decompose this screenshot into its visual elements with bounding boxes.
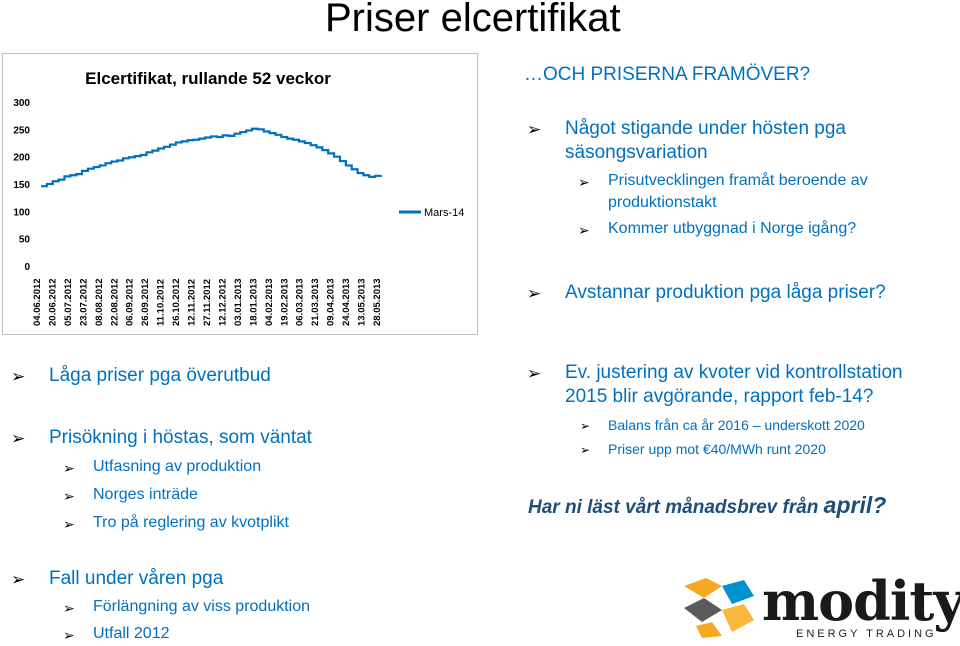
x-tick-label: 09.04.2013 — [326, 278, 337, 326]
right_items-item: Något stigande under hösten pga — [565, 118, 846, 139]
mid_items-item: Ev. justering av kvoter vid kontrollstat… — [565, 362, 903, 383]
x-tick-label: 08.08.2012 — [94, 278, 105, 326]
callout-text: Har ni läst vårt månadsbrev från — [528, 497, 824, 518]
modity-logo-icon — [684, 578, 754, 638]
newsletter-callout[interactable]: Har ni läst vårt månadsbrev från april? — [528, 492, 886, 519]
slide-title: Priser elcertifikat — [325, 0, 621, 40]
left_items-item: Utfall 2012 — [93, 625, 170, 642]
y-tick-label: 100 — [13, 207, 30, 218]
y-tick-label: 0 — [24, 262, 30, 273]
left_items-item: Låga priser pga överutbud — [49, 365, 271, 386]
chart-svg: Elcertifikat, rullande 52 veckor 0 50 100 1… — [13, 69, 464, 326]
right_items-item: Avstannar produktion pga låga priser? — [565, 282, 886, 303]
x-tick-label: 26.09.2012 — [140, 278, 151, 326]
y-tick-label: 300 — [13, 98, 30, 109]
callout-emphasis: april? — [823, 492, 887, 518]
x-tick-label: 04.02.2013 — [264, 278, 275, 326]
bullet-arrow-icon: ➢ — [578, 174, 590, 190]
left_items-item: Norges inträde — [93, 486, 198, 503]
logo-wordmark: modity — [762, 569, 960, 633]
mid_items-item: 2015 blir avgörande, rapport feb-14? — [565, 386, 874, 407]
bullet-arrow-icon: ➢ — [580, 419, 591, 433]
y-axis-ticks: 0 50 100 150 200 250 300 — [13, 98, 30, 273]
x-tick-label: 05.07.2012 — [63, 278, 74, 326]
right_items-item: säsongsvariation — [565, 142, 708, 163]
bullet-arrow-icon: ➢ — [63, 460, 75, 476]
bullet-arrow-icon: ➢ — [11, 367, 26, 386]
y-tick-label: 200 — [13, 153, 30, 164]
x-tick-label: 22.08.2012 — [109, 278, 120, 326]
bullet-arrow-icon: ➢ — [580, 443, 591, 457]
right_items-item: Prisutvecklingen framåt beroende av — [608, 172, 868, 189]
bullet-arrow-icon: ➢ — [527, 364, 542, 383]
x-tick-label: 19.02.2013 — [279, 278, 290, 326]
x-tick-label: 21.03.2013 — [310, 278, 321, 326]
bullet-arrow-icon: ➢ — [527, 120, 542, 139]
x-tick-label: 26.10.2012 — [171, 278, 182, 326]
x-tick-label: 06.03.2013 — [295, 278, 306, 326]
bullet-arrow-icon: ➢ — [63, 627, 75, 643]
bullet-arrow-icon: ➢ — [63, 516, 75, 532]
chart: Elcertifikat, rullande 52 veckor 0 50 100 1… — [2, 53, 478, 335]
bullet-arrow-icon: ➢ — [11, 570, 26, 589]
bullet-arrow-icon: ➢ — [63, 488, 75, 504]
y-tick-label: 250 — [13, 125, 30, 136]
mid_items-item: Balans från ca år 2016 – underskott 2020 — [608, 417, 865, 433]
bullet-arrow-icon: ➢ — [11, 429, 26, 448]
bullet-arrow-icon: ➢ — [527, 284, 542, 303]
bullet-arrow-icon: ➢ — [578, 222, 590, 238]
y-tick-label: 150 — [13, 180, 30, 191]
x-axis-ticks: 04.06.2012 20.06.2012 05.07.2012 23.07.2012… — [32, 278, 383, 326]
x-tick-label: 13.05.2013 — [357, 278, 368, 326]
left_items-item: Förlängning av viss produktion — [93, 598, 311, 615]
x-tick-label: 03.01.2013 — [233, 278, 244, 326]
x-tick-label: 04.06.2012 — [32, 278, 43, 326]
right-heading: …OCH PRISERNA FRAMÖVER? — [524, 64, 811, 85]
bullet-arrow-icon: ➢ — [63, 600, 75, 616]
x-tick-label: 06.09.2012 — [125, 278, 136, 326]
x-tick-label: 20.06.2012 — [47, 278, 58, 326]
left_items-item: Utfasning av produktion — [93, 458, 262, 475]
legend-label: Mars-14 — [424, 207, 464, 219]
logo-subtitle: ENERGY TRADING — [796, 628, 937, 640]
chart-title: Elcertifikat, rullande 52 veckor — [85, 69, 331, 88]
x-tick-label: 23.07.2012 — [78, 278, 89, 326]
right_items-item: produktionstakt — [608, 194, 717, 211]
x-tick-label: 27.11.2012 — [202, 279, 213, 326]
x-tick-label: 12.12.2012 — [217, 278, 228, 326]
x-tick-label: 11.10.2012 — [156, 279, 167, 326]
left_items-item: Prisökning i höstas, som väntat — [49, 427, 312, 448]
right_items-item: Kommer utbyggnad i Norge igång? — [608, 220, 857, 237]
left_items-item: Tro på reglering av kvotplikt — [93, 514, 289, 531]
mid_items-item: Priser upp mot €40/MWh runt 2020 — [608, 441, 826, 457]
series-line-mars-14 — [41, 127, 383, 188]
y-tick-label: 50 — [19, 235, 31, 246]
x-tick-label: 12.11.2012 — [187, 279, 198, 326]
left_items-item: Fall under våren pga — [49, 568, 224, 589]
x-tick-label: 18.01.2013 — [248, 278, 259, 326]
x-tick-label: 24.04.2013 — [341, 278, 352, 326]
x-tick-label: 28.05.2013 — [372, 278, 383, 326]
